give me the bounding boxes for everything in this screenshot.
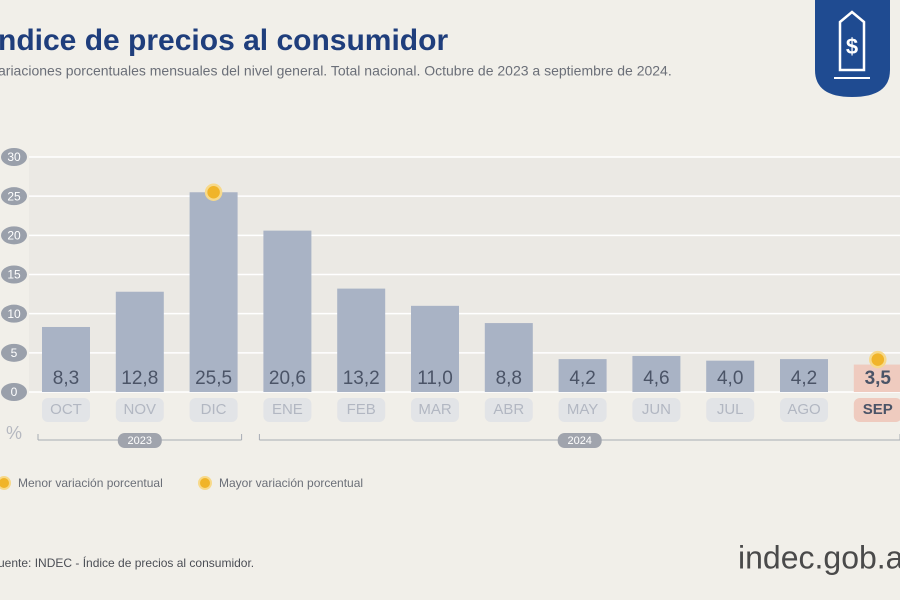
category-pill [853, 398, 900, 422]
bar [853, 364, 900, 392]
value-label: 4,2 [791, 368, 817, 389]
legend-label: Mayor variación porcentual [219, 476, 363, 490]
bar [632, 355, 681, 392]
value-label: 4,6 [643, 368, 669, 389]
bar [337, 288, 386, 392]
value-label: 13,2 [343, 368, 380, 389]
category-pill [411, 398, 459, 422]
value-label: 3,5 [865, 368, 892, 389]
chart-subtitle: ariaciones porcentuales mensuales del ni… [0, 63, 672, 79]
logo-symbol: $ [846, 34, 858, 59]
x-tick-label: ENE [272, 401, 303, 418]
brand: indec.gob.ar [738, 539, 900, 575]
x-tick-label: DIC [201, 401, 227, 418]
x-tick-label: JUL [717, 401, 744, 418]
value-label: 8,3 [53, 368, 79, 389]
source: uente: INDEC - Índice de precios al cons… [0, 555, 254, 570]
bar [780, 359, 828, 392]
x-tick-label: ABR [493, 401, 524, 418]
value-label: 12,8 [121, 368, 158, 389]
y-tick-label: 10 [7, 307, 21, 321]
y-tick-badge [1, 343, 27, 362]
y-tick-badge [1, 383, 27, 401]
y-tick-badge [1, 226, 27, 245]
bar [115, 291, 164, 392]
chart-title: ndice de precios al consumidor [0, 24, 448, 57]
category-pill [189, 398, 238, 422]
group-label: 2023 [128, 435, 152, 447]
x-tick-label: MAR [418, 401, 452, 418]
category-pill [706, 398, 755, 422]
logo-shield [815, 0, 890, 97]
bar [263, 230, 312, 392]
category-pill [115, 398, 164, 422]
x-tick-label: OCT [50, 401, 82, 418]
y-tick-badge [1, 148, 27, 166]
category-pill [263, 398, 312, 422]
value-label: 20,6 [269, 368, 306, 389]
legend-dot [0, 476, 11, 490]
bar [558, 359, 607, 392]
category-pill [484, 398, 533, 422]
y-tick-badge [1, 187, 27, 206]
group-label: 2024 [567, 435, 591, 447]
y-tick-badge [1, 265, 27, 284]
highlight-dot [204, 183, 223, 201]
x-tick-label: JUN [642, 401, 671, 418]
value-label: 11,0 [417, 368, 453, 389]
x-tick-label: NOV [124, 401, 157, 418]
legend-label: Menor variación porcentual [18, 476, 163, 490]
y-tick-label: 15 [7, 268, 21, 282]
y-tick-label: 30 [7, 150, 21, 164]
category-pill [780, 398, 828, 422]
value-label: 4,2 [569, 368, 595, 389]
y-tick-badge [1, 304, 27, 323]
bar [706, 360, 755, 392]
logo-tag [838, 10, 866, 72]
group-pill [117, 433, 162, 448]
bar [42, 326, 90, 392]
category-pill [632, 398, 681, 422]
value-label: 25,5 [195, 368, 232, 389]
bar [189, 192, 238, 392]
highlight-dot [869, 350, 887, 369]
value-label: 4,0 [717, 368, 743, 389]
category-pill [42, 398, 90, 422]
x-tick-label: FEB [347, 401, 376, 418]
x-tick-label: AGO [787, 401, 820, 418]
y-axis-label: % [6, 423, 22, 443]
value-label: 8,8 [496, 368, 522, 389]
category-pill [558, 398, 607, 422]
group-pill [557, 433, 602, 448]
y-tick-label: 0 [11, 385, 18, 399]
bar [484, 323, 533, 392]
bar [411, 305, 459, 392]
category-pill [337, 398, 386, 422]
logo: $ [815, 0, 890, 97]
y-tick-label: 25 [7, 189, 21, 203]
y-tick-label: 20 [7, 229, 21, 243]
x-tick-label: SEP [863, 401, 893, 418]
x-tick-label: MAY [567, 401, 598, 418]
legend-dot [198, 476, 212, 490]
y-tick-label: 5 [11, 346, 18, 360]
